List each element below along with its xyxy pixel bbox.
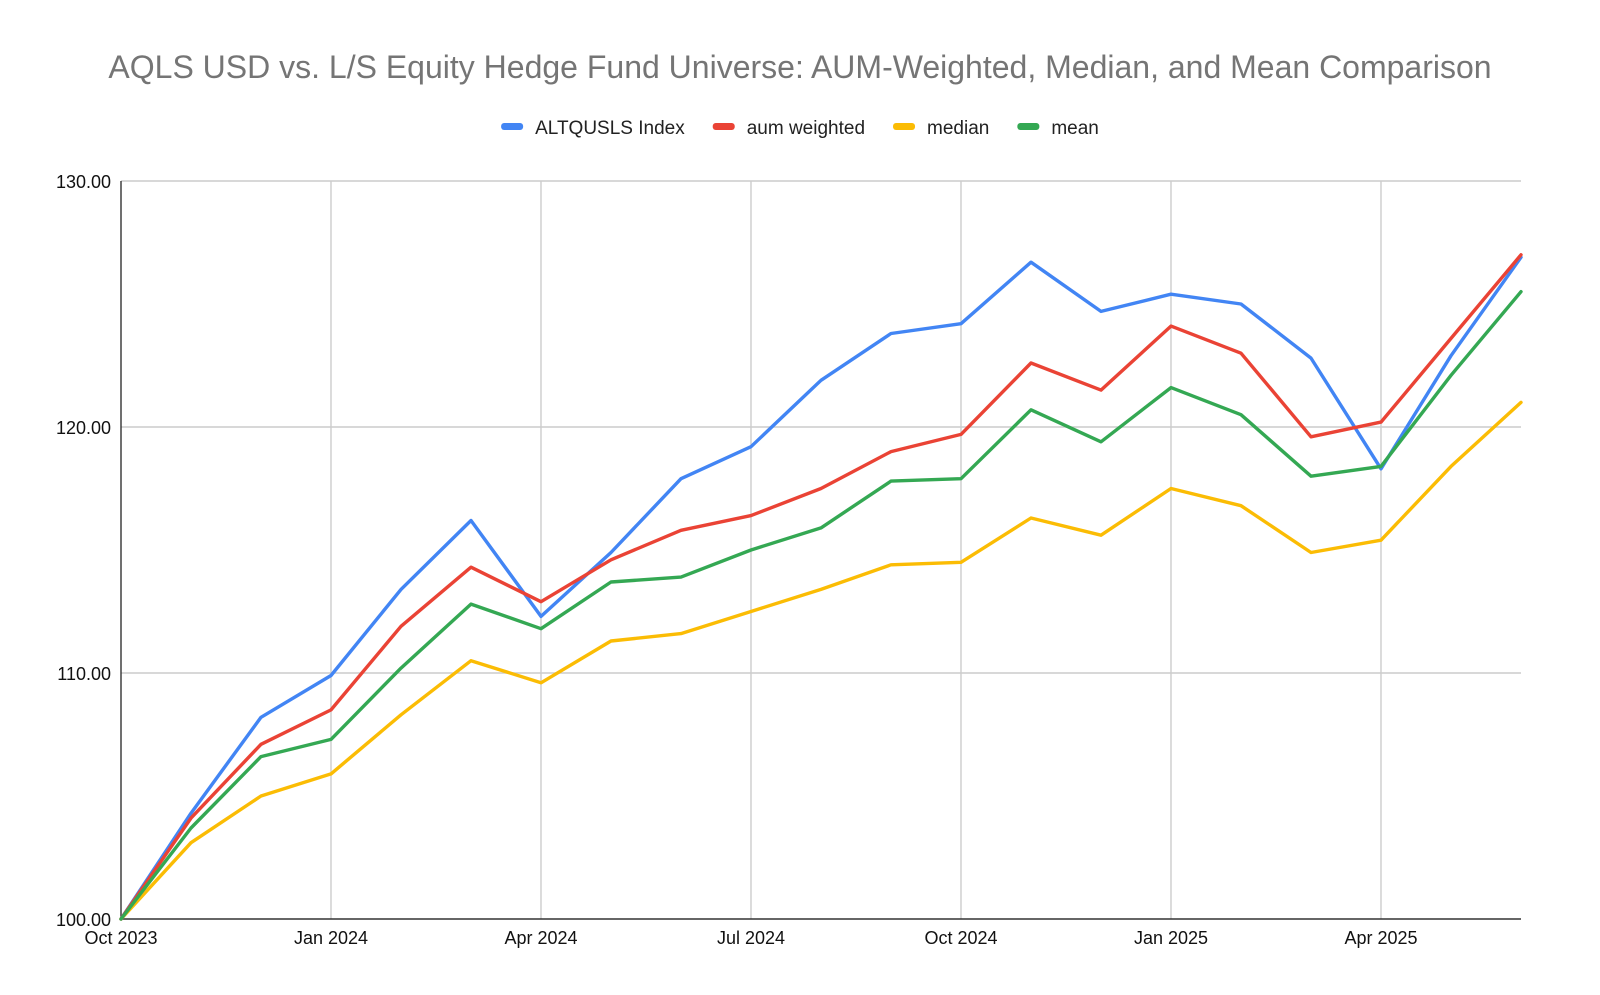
legend-item-mean: mean xyxy=(1017,118,1099,139)
y-tick-label: 130.00 xyxy=(56,172,111,192)
series-line-median xyxy=(119,400,1523,921)
x-tick-label: Jan 2025 xyxy=(1134,928,1208,948)
y-tick-label: 100.00 xyxy=(56,910,111,930)
series-line-aum-weighted xyxy=(119,253,1523,921)
legend-item-aum-weighted: aum weighted xyxy=(712,118,865,139)
x-tick-label: Apr 2025 xyxy=(1344,928,1417,948)
y-tick-label: 120.00 xyxy=(56,418,111,438)
x-tick-label: Jul 2024 xyxy=(717,928,785,948)
tick-labels: 100.00 110.00 120.00 130.00 Oct 2023 Jan 2024… xyxy=(56,172,1418,948)
series-line-mean xyxy=(119,290,1523,921)
legend-label: mean xyxy=(1051,118,1099,139)
series-lines xyxy=(119,253,1523,921)
axes xyxy=(120,181,1521,920)
legend-item-altqusls-index: ALTQUSLS Index xyxy=(501,118,685,139)
legend-swatch xyxy=(501,123,524,130)
gridlines xyxy=(121,180,1521,919)
legend-label: aum weighted xyxy=(747,118,865,139)
legend-label: median xyxy=(927,118,989,139)
legend: ALTQUSLS Index aum weighted median mean xyxy=(501,118,1099,139)
chart-title: AQLS USD vs. L/S Equity Hedge Fund Unive… xyxy=(108,49,1491,85)
x-tick-label: Oct 2024 xyxy=(924,928,997,948)
series-line-altqusls-index xyxy=(119,255,1523,921)
x-tick-label: Jan 2024 xyxy=(294,928,368,948)
legend-swatch xyxy=(893,123,916,130)
legend-swatch xyxy=(1017,123,1040,130)
y-tick-label: 110.00 xyxy=(57,664,111,684)
legend-item-median: median xyxy=(893,118,989,139)
x-tick-label: Apr 2024 xyxy=(504,928,577,948)
legend-swatch xyxy=(712,123,735,130)
x-tick-label: Oct 2023 xyxy=(84,928,157,948)
legend-label: ALTQUSLS Index xyxy=(535,118,685,139)
